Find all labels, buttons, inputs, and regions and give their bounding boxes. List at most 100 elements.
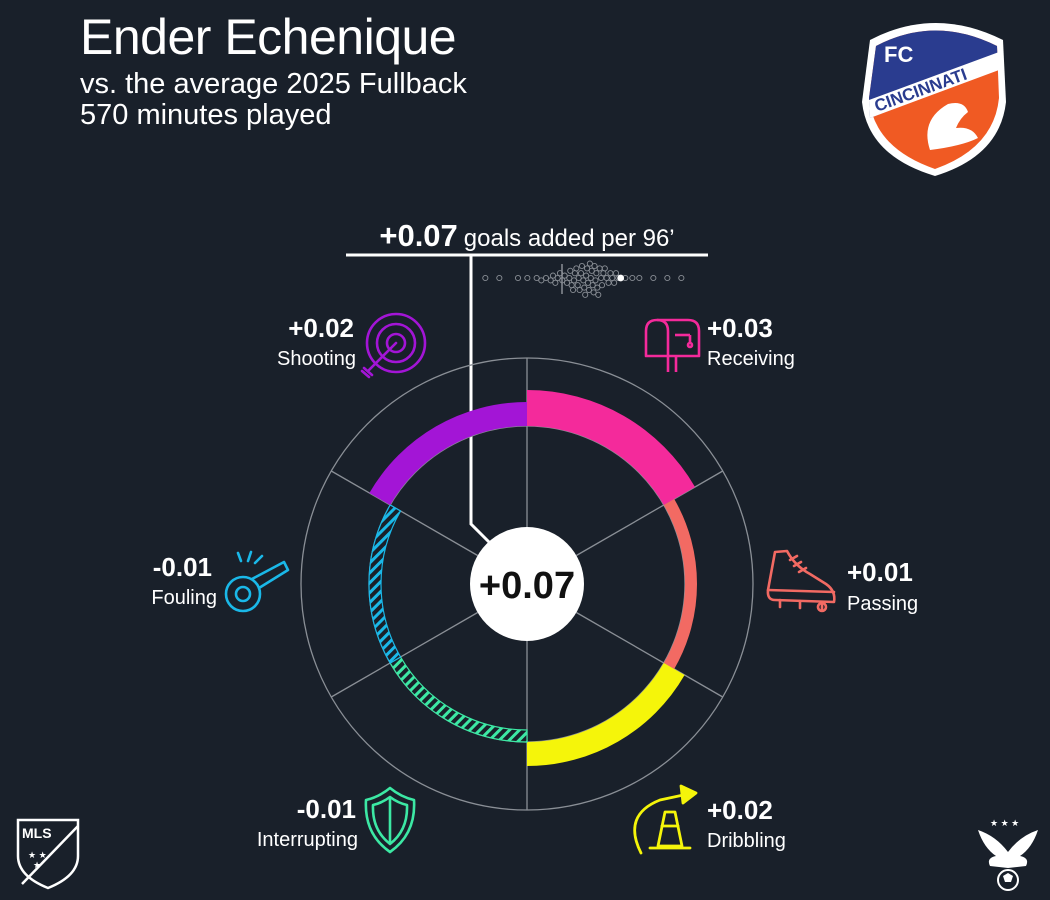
comparison-subtitle: vs. the average 2025 Fullback (80, 68, 467, 100)
swarm-point (605, 279, 612, 286)
passing-value: +0.01 (847, 557, 913, 587)
category-label-shooting: +0.02 Shooting (277, 312, 427, 379)
player-swarm-point (617, 274, 625, 282)
center-disc (470, 527, 584, 641)
bar-passing (663, 499, 697, 669)
swarm-point (542, 274, 550, 282)
swarm-point (584, 279, 592, 286)
total-goals-added: +0.07 goals added per 96’ (379, 218, 674, 253)
swarm-point (588, 267, 595, 274)
minutes-played: 570 minutes played (80, 99, 332, 131)
category-label-fouling: -0.01 Fouling (151, 550, 290, 613)
logo-fc-text: FC (884, 42, 913, 67)
grid-spoke (330, 611, 478, 698)
shooting-name: Shooting (277, 348, 356, 370)
swarm-point (650, 274, 657, 282)
dribbling-name: Dribbling (707, 830, 786, 852)
shield-icon (364, 786, 416, 854)
fc-cincinnati-logo: FC CINCINNATI (862, 23, 1006, 176)
bar-interrupting (389, 656, 528, 743)
grid-spokes (330, 358, 724, 810)
swarm-point (496, 274, 503, 282)
swarm-point (554, 274, 561, 282)
swarm-point (589, 282, 596, 289)
leader-line (469, 255, 497, 550)
swarm-point (577, 270, 585, 277)
swarm-point (583, 272, 590, 279)
receiving-value: +0.03 (707, 313, 773, 343)
swarm-point (563, 279, 571, 286)
swarm-point (591, 262, 598, 270)
swarm-point (482, 274, 489, 282)
swarm-point (636, 274, 643, 282)
cone-arrow-icon (633, 784, 698, 855)
swarm-point (533, 274, 540, 282)
swarm-point (576, 286, 583, 294)
swarm-point (570, 277, 578, 284)
target-icon (360, 312, 427, 379)
category-label-passing: +0.01 Passing (766, 549, 918, 615)
mls-logo-text: MLS (22, 825, 52, 841)
grid-spoke (576, 470, 724, 557)
swarm-point (601, 265, 608, 272)
svg-text:★ ★: ★ ★ (28, 850, 47, 860)
swarm-point (538, 277, 545, 284)
receiving-name: Receiving (707, 348, 795, 370)
bar-fouling (368, 504, 402, 664)
swarm-point (612, 270, 620, 277)
logo-lion-mark (927, 103, 978, 150)
center-total-label: +0.07 (479, 565, 575, 607)
mls-logo: MLS ★ ★ ★ (16, 818, 80, 890)
swarm-point (585, 286, 592, 294)
interrupting-name: Interrupting (257, 829, 358, 851)
swarm-point (590, 289, 597, 296)
swarm-point (586, 260, 593, 267)
bar-receiving (527, 390, 696, 505)
interrupting-value: -0.01 (297, 794, 356, 824)
swarm-point (598, 282, 606, 289)
swarm-point (584, 265, 591, 272)
player-name: Ender Echenique (80, 9, 457, 65)
total-value: +0.07 (379, 218, 457, 253)
mailbox-icon (644, 318, 701, 372)
total-caption: goals added per 96’ (464, 225, 675, 252)
shooting-value: +0.02 (288, 313, 354, 343)
swarm-point (567, 267, 574, 274)
swarm-point (587, 274, 594, 282)
category-label-receiving: +0.03 Receiving (644, 313, 795, 372)
swarm-point (578, 262, 585, 270)
swarm-point (575, 274, 582, 282)
swarm-point (573, 265, 580, 272)
category-label-interrupting: -0.01 Interrupting (257, 786, 416, 854)
swarm-point (524, 274, 531, 282)
fouling-name: Fouling (151, 587, 217, 609)
swarm-point (594, 284, 601, 291)
distribution-swarm (482, 260, 685, 298)
fouling-value: -0.01 (153, 552, 212, 582)
eagle-soccer-logo: ★ ★ ★ (978, 818, 1038, 891)
swarm-point (582, 291, 589, 298)
swarm-point (581, 284, 588, 291)
bar-dribbling (527, 663, 685, 766)
swarm-point (549, 272, 557, 279)
whistle-icon (224, 550, 290, 613)
swarm-point (664, 274, 671, 282)
dribbling-value: +0.02 (707, 795, 773, 825)
swarm-point (611, 279, 618, 286)
category-label-dribbling: +0.02 Dribbling (633, 784, 786, 855)
swarm-point (580, 277, 587, 284)
category-bars (368, 390, 697, 766)
grid-spoke (330, 470, 478, 557)
swarm-point (593, 270, 600, 277)
bar-shooting (369, 402, 527, 505)
swarm-point (547, 277, 554, 284)
swarm-point (592, 277, 599, 284)
swarm-point (629, 274, 636, 282)
swarm-point (570, 286, 577, 294)
swarm-point (596, 265, 603, 272)
svg-text:★: ★ (33, 860, 41, 870)
grid-spoke (576, 611, 724, 698)
swarm-point (514, 274, 522, 282)
cleat-icon (766, 549, 836, 613)
